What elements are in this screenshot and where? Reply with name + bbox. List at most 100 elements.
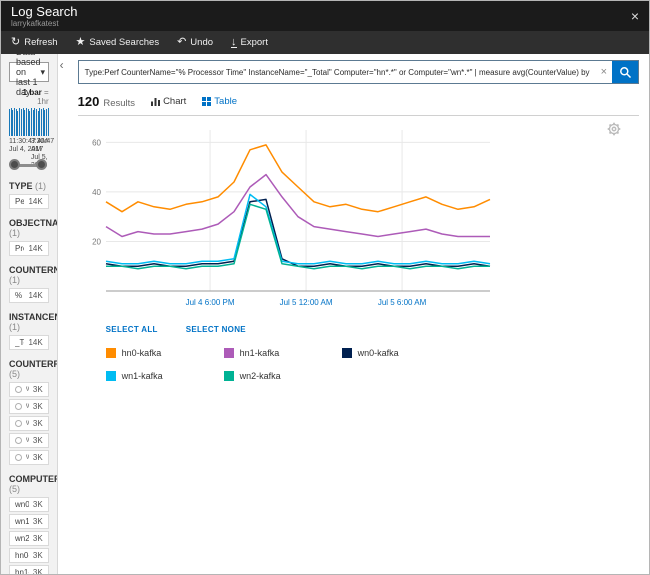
facet-row-count: 3K — [32, 453, 43, 462]
facet-row-label: \\hn1-kafka\Processor(_Total)\% Processo… — [26, 454, 29, 461]
facet-checkbox[interactable] — [15, 437, 22, 444]
histogram-scale-label: 1 bar = 1hr — [22, 88, 49, 106]
query-input[interactable]: Type:Perf CounterName="% Processor Time"… — [84, 67, 590, 77]
facet-checkbox[interactable] — [15, 420, 22, 427]
facet-instancename: INSTANCENAME (1) _Total 14K — [9, 312, 57, 350]
facet-row-label: hn1-kafka — [15, 568, 29, 575]
facet-row[interactable]: Perf14K — [9, 194, 49, 209]
facet-row[interactable]: \\hn0-kafka\Processor(_Total)\% Processo… — [9, 433, 49, 448]
facet-row-label: \\wn1-kafka\Processor(_Total)\% Processo… — [26, 403, 29, 410]
facet-row[interactable]: % Processor Time 14K — [9, 288, 49, 303]
time-range-slider[interactable] — [9, 158, 49, 172]
facet-row-label: wn1-kafka — [15, 517, 29, 526]
close-icon[interactable]: × — [630, 8, 639, 24]
legend-swatch — [341, 348, 352, 358]
series-line-wn0-kafka — [105, 198, 490, 267]
legend-item-hn1-kafka[interactable]: hn1-kafka — [223, 348, 342, 358]
legend-item-wn0-kafka[interactable]: wn0-kafka — [341, 348, 460, 358]
series-line-wn1-kafka — [105, 193, 490, 265]
toolbar-refresh-button[interactable]: ↻ Refresh — [11, 37, 57, 49]
histogram-bar — [25, 108, 27, 136]
histogram-bar — [17, 110, 19, 136]
facet-row[interactable]: _Total 14K — [9, 335, 49, 350]
facet-type: TYPE (1) Perf14K — [9, 181, 49, 209]
toolbar: ↻ Refresh ★ Saved Searches ↶ Undo ↓ Export — [1, 31, 649, 54]
facet-row[interactable]: hn0-kafka3K — [9, 548, 49, 563]
tab-chart[interactable]: Chart — [151, 96, 186, 107]
legend-label: wn1-kafka — [121, 371, 163, 381]
time-range-labels: 11:30:47 AM Jul 4, 2017 3:30:47 AM Jul 5… — [9, 138, 54, 169]
facet-row[interactable]: Processor 14K — [9, 241, 49, 256]
legend-label: wn2-kafka — [239, 371, 281, 381]
results-divider — [77, 115, 639, 116]
search-icon — [619, 66, 631, 78]
chart-settings-gear-icon[interactable] — [607, 122, 621, 141]
tab-table[interactable]: Table — [202, 96, 237, 107]
table-tab-icon — [202, 97, 212, 106]
histogram-bar — [19, 108, 20, 136]
slider-track — [11, 164, 47, 167]
toolbar-export-button[interactable]: ↓ Export — [231, 36, 268, 48]
facet-row[interactable]: \\wn0-kafka\Processor(_Total)\% Processo… — [9, 382, 49, 397]
legend-item-wn2-kafka[interactable]: wn2-kafka — [223, 371, 342, 381]
facet-row[interactable]: wn1-kafka3K — [9, 514, 49, 529]
time-range-value: Data based on last 1 day — [16, 54, 41, 97]
slider-handle-left[interactable] — [9, 159, 20, 170]
search-button[interactable] — [612, 61, 638, 83]
search-bar: Type:Perf CounterName="% Processor Time"… — [77, 60, 639, 84]
toolbar-saved-searches-button[interactable]: ★ Saved Searches — [75, 36, 159, 49]
legend-item-wn1-kafka[interactable]: wn1-kafka — [105, 371, 224, 381]
time-histogram[interactable] — [9, 108, 49, 136]
x-tick-label: Jul 5 12:00 AM — [279, 298, 332, 307]
titlebar: Log Search larrykafkatest × — [1, 1, 649, 31]
facet-checkbox[interactable] — [15, 403, 22, 410]
legend-item-hn0-kafka[interactable]: hn0-kafka — [105, 348, 224, 358]
series-line-hn1-kafka — [105, 173, 490, 238]
select-none-link[interactable]: SELECT NONE — [185, 325, 246, 334]
histogram-bar — [20, 109, 22, 136]
y-tick-label: 40 — [92, 188, 101, 197]
histogram-bar — [24, 109, 25, 136]
facet-row-count: 3K — [32, 517, 43, 526]
histogram-bar — [9, 109, 10, 136]
table-tab-label: Table — [214, 96, 238, 107]
facet-title: TYPE (1) — [9, 181, 47, 191]
histogram-bar — [37, 110, 39, 136]
histogram-bar — [47, 108, 49, 136]
y-tick-label: 60 — [92, 138, 101, 147]
histogram-bar — [27, 108, 29, 136]
facet-row[interactable]: \\hn1-kafka\Processor(_Total)\% Processo… — [9, 450, 49, 465]
legend-swatch — [105, 371, 116, 381]
results-header: 120 Results Chart Table — [78, 94, 639, 109]
facet-row[interactable]: wn2-kafka3K — [9, 531, 49, 546]
facet-row[interactable]: wn0-kafka3K — [9, 497, 49, 512]
facet-row[interactable]: \\wn2-kafka\Processor(_Total)\% Processo… — [9, 416, 49, 431]
facet-row-label: Perf — [15, 197, 25, 206]
clear-query-icon[interactable]: × — [600, 66, 607, 78]
histogram-bar — [44, 110, 46, 136]
facet-row-label: \\hn0-kafka\Processor(_Total)\% Processo… — [26, 437, 29, 444]
results-line-chart: 20 40 60 Jul 4 6:00 PM Jul 5 12:00 AM Jul 5 6… — [92, 130, 490, 307]
select-all-link[interactable]: SELECT ALL — [105, 325, 158, 334]
facet-row-count: 14K — [28, 291, 43, 300]
legend-select-links: SELECT ALL SELECT NONE — [106, 325, 639, 334]
facet-title: OBJECTNAME (1) — [9, 218, 57, 238]
facet-title: COMPUTER (5) — [9, 474, 58, 494]
star-icon: ★ — [75, 36, 86, 48]
facet-row-count: 3K — [32, 534, 43, 543]
collapse-sidebar-icon[interactable]: ‹ — [59, 58, 64, 72]
time-range-dropdown[interactable]: Data based on last 1 day ▾ — [9, 54, 49, 97]
facet-row-count: 14K — [28, 338, 43, 347]
slider-handle-right[interactable] — [35, 159, 47, 170]
facet-row[interactable]: hn1-kafka3K — [9, 565, 49, 575]
facet-row-count: 3K — [32, 436, 43, 445]
facet-checkbox[interactable] — [15, 386, 22, 393]
legend-label: hn1-kafka — [239, 348, 280, 358]
histogram-bar — [34, 108, 35, 136]
facet-checkbox[interactable] — [15, 454, 22, 461]
toolbar-undo-button[interactable]: ↶ Undo — [177, 37, 213, 49]
facet-row[interactable]: \\wn1-kafka\Processor(_Total)\% Processo… — [9, 399, 49, 414]
legend-label: hn0-kafka — [121, 348, 162, 358]
chart-tab-label: Chart — [163, 96, 187, 107]
